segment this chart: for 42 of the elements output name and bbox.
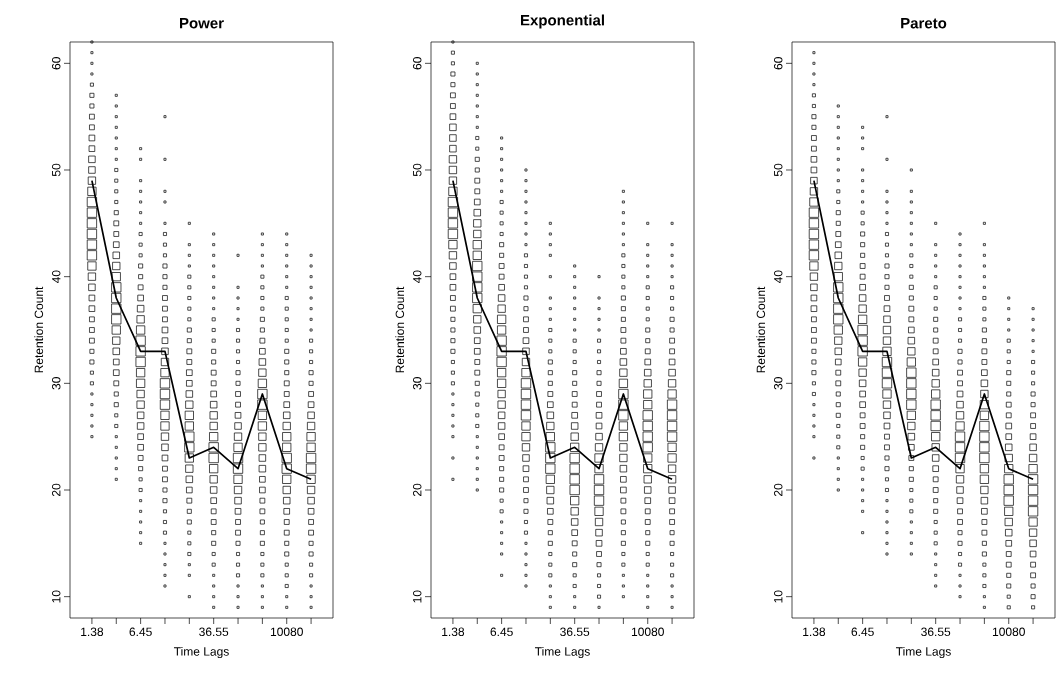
y-tick-label: 40 (773, 270, 783, 284)
x-axis-title: Time Lags (534, 646, 590, 659)
line-series (452, 179, 673, 481)
y-tick-label: 50 (51, 163, 61, 177)
x-tick-label: 6.45 (490, 627, 513, 637)
y-tick-label: 20 (412, 483, 422, 497)
x-tick-label: 10080 (992, 627, 1025, 637)
chart-title: Power (180, 18, 224, 29)
x-tick-label: 36.55 (560, 627, 590, 637)
y-tick-label: 40 (412, 270, 422, 284)
y-tick-label: 50 (773, 163, 783, 177)
y-tick-label: 60 (412, 57, 422, 70)
x-tick-label: 6.45 (129, 627, 152, 637)
y-tick-label: 30 (773, 377, 783, 390)
x-tick-label: 6.45 (851, 627, 874, 637)
y-tick-label: 10 (51, 590, 61, 603)
y-tick-label: 30 (412, 377, 422, 390)
x-tick-label: 1.38 (803, 627, 826, 637)
chart-title: Exponential (521, 14, 604, 29)
x-tick-label: 1.38 (81, 627, 104, 637)
y-axis-title: Retention Count (395, 286, 405, 373)
x-tick-label: 36.55 (921, 627, 951, 637)
x-tick-label: 36.55 (199, 627, 229, 637)
y-tick-label: 20 (51, 483, 61, 497)
y-tick-label: 40 (51, 270, 61, 284)
y-tick-label: 60 (773, 57, 783, 70)
x-tick-label: 1.38 (442, 627, 465, 637)
x-tick-label: 10080 (270, 627, 303, 637)
y-tick-label: 20 (773, 483, 783, 497)
y-axis-title: Retention Count (756, 286, 766, 373)
y-tick-label: 10 (412, 590, 422, 603)
x-axis-title: Time Lags (895, 646, 951, 659)
line-series (91, 179, 312, 481)
line-series (813, 179, 1034, 481)
y-tick-label: 60 (51, 57, 61, 70)
y-tick-label: 50 (412, 163, 422, 177)
x-tick-label: 10080 (631, 627, 664, 637)
y-axis-title: Retention Count (34, 286, 44, 373)
x-axis-title: Time Lags (173, 646, 229, 659)
y-tick-label: 30 (51, 377, 61, 390)
y-tick-label: 10 (773, 590, 783, 603)
chart-title: Pareto (901, 18, 947, 29)
